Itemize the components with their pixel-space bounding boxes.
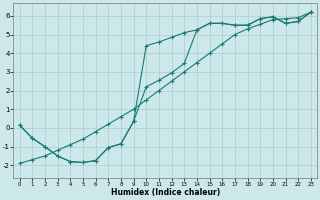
X-axis label: Humidex (Indice chaleur): Humidex (Indice chaleur)	[111, 188, 220, 197]
